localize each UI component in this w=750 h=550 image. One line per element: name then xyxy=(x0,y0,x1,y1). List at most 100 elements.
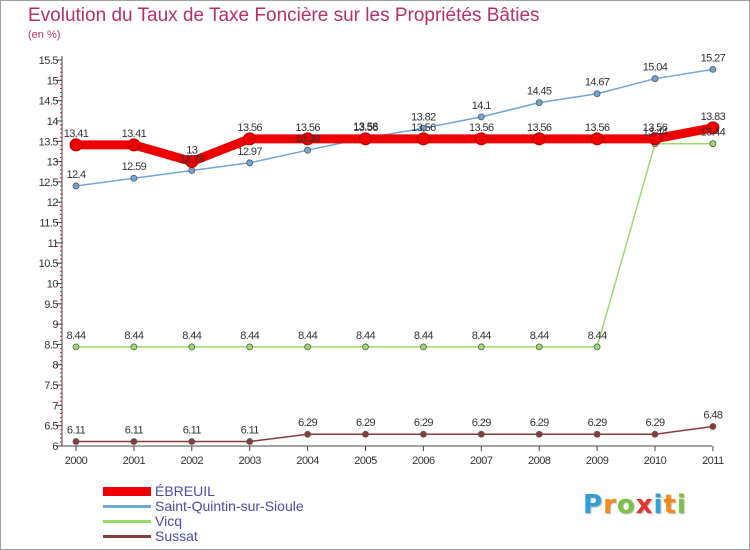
data-label: 13.41 xyxy=(64,128,89,140)
data-point xyxy=(127,138,141,152)
data-point xyxy=(651,430,659,438)
series-line--breuil xyxy=(76,123,714,167)
y-tick-label: 7.5 xyxy=(44,380,58,392)
data-point xyxy=(69,138,83,152)
data-point xyxy=(130,438,138,445)
x-tick-label: 2010 xyxy=(644,455,667,467)
y-tick-label: 14.5 xyxy=(39,96,59,108)
data-label: 13.28 xyxy=(295,133,320,145)
y-tick-label: 9.5 xyxy=(44,299,58,311)
data-label: 6.29 xyxy=(356,417,375,429)
legend-label-saint-quintin: Saint-Quintin-sur-Sioule xyxy=(155,498,304,514)
data-label: 13.82 xyxy=(411,111,436,123)
data-point xyxy=(243,132,257,146)
legend-label-ebreuil: ÉBREUIL xyxy=(155,483,215,499)
data-label: 14.1 xyxy=(472,100,491,112)
data-label: 8.44 xyxy=(66,330,85,342)
data-label: 6.29 xyxy=(472,417,491,429)
data-point xyxy=(419,430,427,438)
data-label: 13.56 xyxy=(295,122,320,134)
legend-swatch-vicq xyxy=(103,520,151,523)
data-label: 8.44 xyxy=(356,330,375,342)
data-label: 15.04 xyxy=(643,62,668,74)
y-axis-unit: (en %) xyxy=(28,29,61,41)
data-label: 8.44 xyxy=(124,330,143,342)
y-tick-label: 12 xyxy=(47,197,59,209)
series-line-vicq xyxy=(76,142,713,348)
y-tick-label: 12.5 xyxy=(39,177,59,189)
data-label: 13.56 xyxy=(237,122,262,134)
y-tick-label: 10 xyxy=(47,278,59,290)
legend-swatch-ebreuil xyxy=(103,487,151,496)
data-point xyxy=(72,182,80,190)
y-tick-label: 6.5 xyxy=(44,421,58,433)
data-label: 6.29 xyxy=(588,417,607,429)
data-label: 12.59 xyxy=(122,161,147,173)
data-label: 6.29 xyxy=(298,417,317,429)
data-point xyxy=(246,159,254,167)
data-point xyxy=(477,343,485,351)
data-label: 6.29 xyxy=(414,417,433,429)
data-label: 15.27 xyxy=(701,52,726,64)
data-point xyxy=(246,438,254,445)
data-label: 8.44 xyxy=(182,330,201,342)
data-point xyxy=(706,121,720,135)
data-point xyxy=(185,155,199,169)
data-label: 6.48 xyxy=(703,409,722,421)
data-point xyxy=(532,132,546,146)
data-point xyxy=(648,132,662,146)
data-label: 6.11 xyxy=(241,425,260,437)
data-label: 13.56 xyxy=(469,122,494,134)
data-point xyxy=(362,343,369,351)
x-tick-label: 2004 xyxy=(296,455,319,467)
data-label: 6.29 xyxy=(645,417,664,429)
data-point xyxy=(130,343,138,351)
data-point xyxy=(362,430,369,438)
data-point xyxy=(709,423,717,430)
series-line-saint-quintin-sur-sioule xyxy=(75,68,714,187)
data-label: 13.41 xyxy=(122,128,147,140)
y-tick-label: 13 xyxy=(47,157,59,169)
y-tick-label: 6 xyxy=(52,441,58,453)
data-label: 13.56 xyxy=(585,122,610,134)
x-tick-label: 2003 xyxy=(238,455,261,467)
data-label: 12.4 xyxy=(66,169,85,181)
data-point xyxy=(301,132,315,146)
data-point xyxy=(304,343,312,351)
data-label: 13.58 xyxy=(353,121,378,133)
logo-letter: i xyxy=(653,490,664,520)
data-point xyxy=(477,430,485,438)
x-tick-label: 2005 xyxy=(354,455,377,467)
x-tick-label: 2009 xyxy=(586,455,609,467)
data-point xyxy=(188,438,196,445)
data-label: 6.11 xyxy=(125,425,144,437)
data-point xyxy=(72,438,80,445)
proxiti-logo: Proxiti xyxy=(583,490,687,520)
logo-letter: i xyxy=(676,490,687,520)
data-label: 8.44 xyxy=(414,330,433,342)
legend-label-sussat: Sussat xyxy=(155,528,198,544)
chart-title: Evolution du Taux de Taxe Foncière sur l… xyxy=(28,5,540,26)
data-label: 8.44 xyxy=(240,330,259,342)
data-point xyxy=(304,146,312,154)
logo-letter: t xyxy=(663,490,677,520)
data-point xyxy=(593,430,601,438)
data-point xyxy=(130,174,138,182)
x-tick-label: 2000 xyxy=(65,455,88,467)
data-label: 13.56 xyxy=(527,122,552,134)
y-tick-label: 8.5 xyxy=(44,339,58,351)
data-point xyxy=(590,132,604,146)
data-point xyxy=(419,124,427,132)
data-label: 6.29 xyxy=(530,417,549,429)
data-point xyxy=(535,99,543,107)
data-point xyxy=(709,65,717,73)
data-label: 13.56 xyxy=(411,122,436,134)
data-label: 13.44 xyxy=(643,127,668,139)
data-point xyxy=(72,343,80,351)
series-line-sussat xyxy=(76,425,713,443)
legend-label-vicq: Vicq xyxy=(155,513,182,529)
data-point xyxy=(477,113,485,121)
y-tick-label: 15 xyxy=(47,75,59,87)
